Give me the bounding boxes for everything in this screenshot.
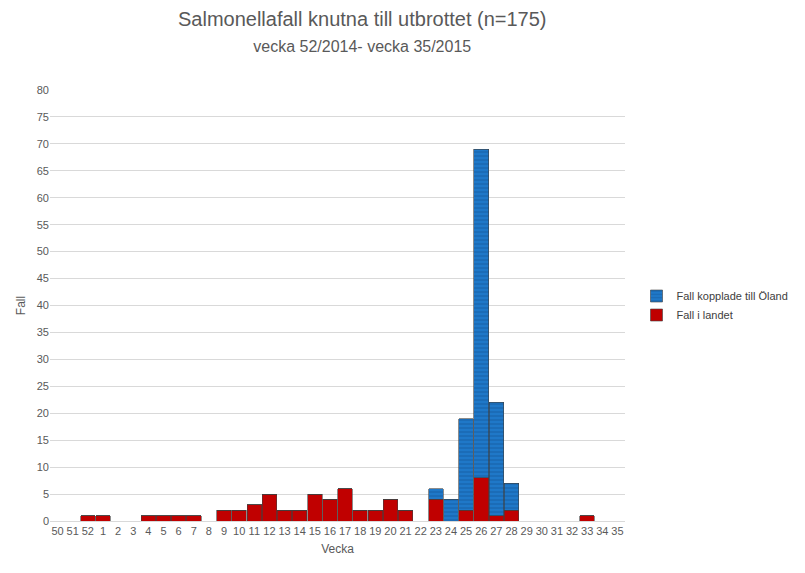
svg-text:40: 40 bbox=[37, 299, 49, 311]
svg-text:28: 28 bbox=[505, 525, 517, 537]
svg-text:55: 55 bbox=[37, 219, 49, 231]
svg-text:29: 29 bbox=[521, 525, 533, 537]
svg-text:5: 5 bbox=[160, 525, 166, 537]
svg-text:27: 27 bbox=[490, 525, 502, 537]
svg-text:9: 9 bbox=[221, 525, 227, 537]
svg-text:10: 10 bbox=[37, 461, 49, 473]
svg-text:25: 25 bbox=[37, 380, 49, 392]
svg-text:50: 50 bbox=[51, 525, 63, 537]
svg-text:30: 30 bbox=[37, 353, 49, 365]
svg-text:1: 1 bbox=[100, 525, 106, 537]
svg-text:52: 52 bbox=[82, 525, 94, 537]
svg-text:14: 14 bbox=[294, 525, 306, 537]
svg-text:20: 20 bbox=[384, 525, 396, 537]
svg-text:15: 15 bbox=[37, 434, 49, 446]
svg-text:8: 8 bbox=[206, 525, 212, 537]
svg-text:51: 51 bbox=[67, 525, 79, 537]
svg-text:3: 3 bbox=[130, 525, 136, 537]
svg-text:65: 65 bbox=[37, 165, 49, 177]
svg-text:35: 35 bbox=[611, 525, 623, 537]
svg-text:35: 35 bbox=[37, 326, 49, 338]
svg-text:4: 4 bbox=[145, 525, 151, 537]
svg-text:18: 18 bbox=[354, 525, 366, 537]
svg-text:26: 26 bbox=[475, 525, 487, 537]
svg-text:Fall kopplade till Öland: Fall kopplade till Öland bbox=[677, 290, 788, 302]
svg-text:20: 20 bbox=[37, 407, 49, 419]
svg-text:21: 21 bbox=[399, 525, 411, 537]
svg-text:31: 31 bbox=[551, 525, 563, 537]
svg-text:19: 19 bbox=[369, 525, 381, 537]
svg-text:23: 23 bbox=[430, 525, 442, 537]
svg-text:60: 60 bbox=[37, 192, 49, 204]
svg-text:Vecka: Vecka bbox=[321, 542, 354, 556]
svg-text:11: 11 bbox=[249, 525, 260, 537]
svg-text:6: 6 bbox=[176, 525, 182, 537]
svg-text:75: 75 bbox=[37, 111, 49, 123]
svg-text:Fall i landet: Fall i landet bbox=[677, 309, 733, 321]
svg-text:80: 80 bbox=[37, 84, 49, 96]
svg-text:15: 15 bbox=[309, 525, 321, 537]
svg-text:25: 25 bbox=[460, 525, 472, 537]
svg-text:24: 24 bbox=[445, 525, 457, 537]
svg-text:12: 12 bbox=[263, 525, 275, 537]
svg-text:Fall: Fall bbox=[14, 296, 28, 315]
svg-text:34: 34 bbox=[596, 525, 608, 537]
svg-text:13: 13 bbox=[278, 525, 290, 537]
svg-text:17: 17 bbox=[339, 525, 351, 537]
svg-text:5: 5 bbox=[43, 488, 49, 500]
svg-text:22: 22 bbox=[415, 525, 427, 537]
svg-text:50: 50 bbox=[37, 245, 49, 257]
svg-text:2: 2 bbox=[115, 525, 121, 537]
svg-text:0: 0 bbox=[43, 515, 49, 527]
svg-text:33: 33 bbox=[581, 525, 593, 537]
svg-text:Salmonellafall knutna till utb: Salmonellafall knutna till utbrottet (n=… bbox=[178, 8, 547, 55]
svg-text:16: 16 bbox=[324, 525, 336, 537]
svg-text:45: 45 bbox=[37, 272, 49, 284]
svg-text:70: 70 bbox=[37, 138, 49, 150]
svg-text:32: 32 bbox=[566, 525, 578, 537]
svg-text:7: 7 bbox=[191, 525, 197, 537]
svg-text:10: 10 bbox=[233, 525, 245, 537]
svg-text:30: 30 bbox=[536, 525, 548, 537]
